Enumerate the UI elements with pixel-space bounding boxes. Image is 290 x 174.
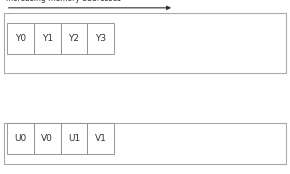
Text: Y0: Y0 <box>15 34 26 43</box>
Bar <box>4 123 286 164</box>
Text: Y1: Y1 <box>42 34 53 43</box>
Bar <box>61 123 87 154</box>
Bar <box>7 123 34 154</box>
Bar <box>87 123 114 154</box>
Text: Y2: Y2 <box>68 34 79 43</box>
Text: V0: V0 <box>41 134 53 143</box>
Text: Y3: Y3 <box>95 34 106 43</box>
Text: U0: U0 <box>14 134 27 143</box>
Bar <box>4 13 286 73</box>
Bar <box>7 23 34 54</box>
Bar <box>61 23 87 54</box>
Text: Increasing memory addresses: Increasing memory addresses <box>6 0 121 3</box>
Text: U1: U1 <box>68 134 80 143</box>
Bar <box>34 23 61 54</box>
Bar <box>87 23 114 54</box>
Text: V1: V1 <box>95 134 106 143</box>
Bar <box>34 123 61 154</box>
